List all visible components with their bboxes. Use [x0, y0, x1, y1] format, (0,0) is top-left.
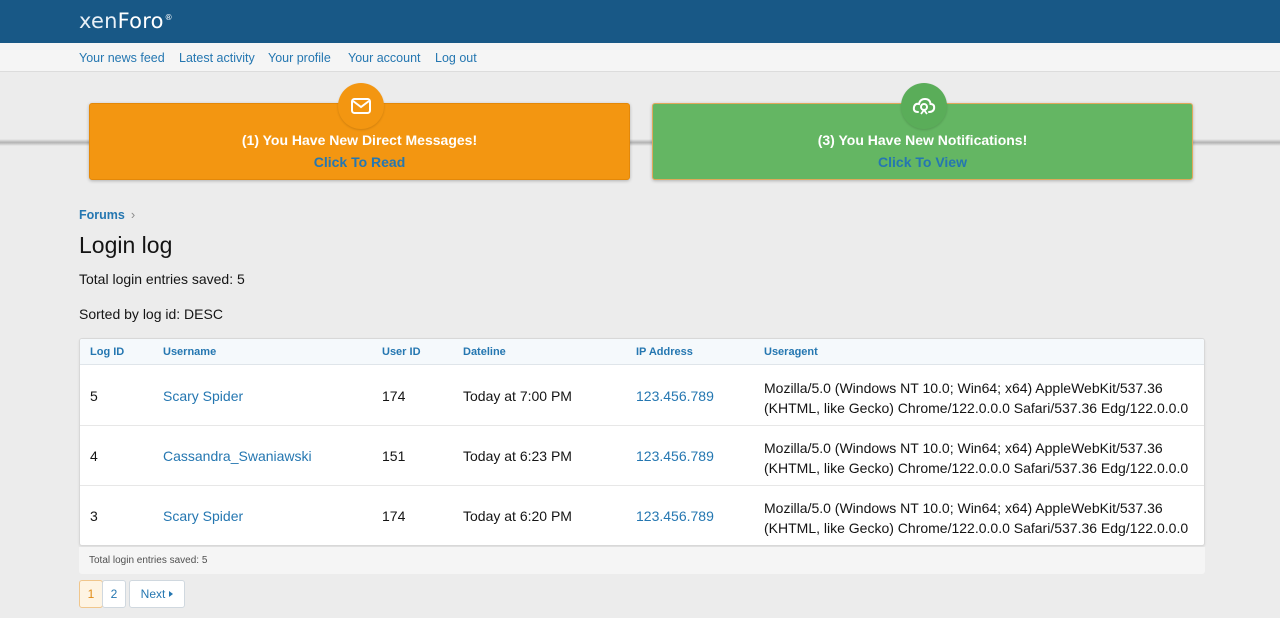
dateline-cell: Today at 6:23 PM: [463, 448, 572, 464]
direct-messages-notice[interactable]: (1) You Have New Direct Messages! Click …: [89, 83, 630, 180]
dateline-cell: Today at 7:00 PM: [463, 388, 572, 404]
ip-address-link[interactable]: 123.456.789: [636, 448, 714, 464]
useragent-cell: Mozilla/5.0 (Windows NT 10.0; Win64; x64…: [764, 498, 1194, 538]
table-row: 3 Scary Spider 174 Today at 6:20 PM 123.…: [80, 486, 1204, 545]
page-button-1[interactable]: 1: [79, 580, 103, 608]
useragent-line-2: (KHTML, like Gecko) Chrome/122.0.0.0 Saf…: [764, 400, 1189, 416]
notifications-notice[interactable]: (3) You Have New Notifications! Click To…: [652, 83, 1193, 180]
nav-your-profile[interactable]: Your profile: [268, 51, 331, 65]
cloud-badge-icon: [901, 83, 947, 129]
header-username[interactable]: Username: [163, 346, 217, 358]
log-id-cell: 4: [90, 448, 98, 464]
breadcrumb[interactable]: Forums ›: [79, 207, 135, 222]
page-title: Login log: [79, 232, 173, 258]
page-button-2[interactable]: 2: [102, 580, 126, 608]
logo-prefix: xen: [79, 9, 118, 33]
useragent-cell: Mozilla/5.0 (Windows NT 10.0; Win64; x64…: [764, 438, 1194, 478]
sort-order-text: Sorted by log id: DESC: [79, 306, 223, 322]
header-log-id[interactable]: Log ID: [90, 346, 125, 358]
nav-news-feed[interactable]: Your news feed: [79, 51, 165, 65]
ip-address-link[interactable]: 123.456.789: [636, 508, 714, 524]
table-footer-total: Total login entries saved: 5: [89, 555, 208, 566]
xenforo-logo[interactable]: xenForo®: [79, 9, 173, 33]
table-footer: Total login entries saved: 5: [79, 547, 1205, 574]
header-useragent[interactable]: Useragent: [764, 346, 818, 358]
username-link[interactable]: Scary Spider: [163, 508, 244, 524]
site-header: xenForo®: [0, 0, 1280, 43]
log-id-cell: 5: [90, 388, 98, 404]
dateline-cell: Today at 6:20 PM: [463, 508, 572, 524]
useragent-line-2: (KHTML, like Gecko) Chrome/122.0.0.0 Saf…: [764, 460, 1189, 476]
notifications-click-to-view[interactable]: Click To View: [878, 154, 967, 170]
useragent-line-1: Mozilla/5.0 (Windows NT 10.0; Win64; x64…: [764, 380, 1163, 396]
account-navbar: Your news feed Latest activity Your prof…: [0, 43, 1280, 72]
table-row: 4 Cassandra_Swaniawski 151 Today at 6:23…: [80, 426, 1204, 486]
useragent-line-1: Mozilla/5.0 (Windows NT 10.0; Win64; x64…: [764, 500, 1163, 516]
nav-latest-activity[interactable]: Latest activity: [179, 51, 255, 65]
useragent-line-2: (KHTML, like Gecko) Chrome/122.0.0.0 Saf…: [764, 520, 1189, 536]
login-log-table: Log ID Username User ID Dateline IP Addr…: [79, 338, 1205, 546]
next-page-label: Next: [140, 587, 166, 601]
nav-log-out[interactable]: Log out: [435, 51, 477, 65]
table-row: 5 Scary Spider 174 Today at 7:00 PM 123.…: [80, 366, 1204, 426]
log-id-cell: 3: [90, 508, 98, 524]
notice-divider-stripe: [0, 139, 1280, 146]
table-header: Log ID Username User ID Dateline IP Addr…: [80, 339, 1204, 365]
caret-right-icon: [169, 591, 174, 597]
envelope-icon: [338, 83, 384, 129]
header-dateline[interactable]: Dateline: [463, 346, 506, 358]
messages-click-to-read[interactable]: Click To Read: [313, 154, 406, 170]
ip-address-link[interactable]: 123.456.789: [636, 388, 714, 404]
useragent-cell: Mozilla/5.0 (Windows NT 10.0; Win64; x64…: [764, 378, 1194, 418]
header-user-id[interactable]: User ID: [382, 346, 421, 358]
total-entries-text: Total login entries saved: 5: [79, 271, 245, 287]
nav-your-account[interactable]: Your account: [348, 51, 421, 65]
username-link[interactable]: Cassandra_Swaniawski: [163, 448, 312, 464]
useragent-line-1: Mozilla/5.0 (Windows NT 10.0; Win64; x64…: [764, 440, 1163, 456]
logo-registered-mark: ®: [164, 13, 173, 22]
username-link[interactable]: Scary Spider: [163, 388, 244, 404]
user-id-cell: 174: [382, 388, 406, 404]
messages-notice-title: (1) You Have New Direct Messages!: [241, 132, 478, 148]
user-id-cell: 151: [382, 448, 406, 464]
breadcrumb-forums[interactable]: Forums: [79, 208, 125, 222]
user-id-cell: 174: [382, 508, 406, 524]
chevron-right-icon: ›: [130, 207, 136, 222]
header-ip-address[interactable]: IP Address: [636, 346, 693, 358]
next-page-button[interactable]: Next: [129, 580, 185, 608]
logo-suffix: Foro: [117, 9, 164, 33]
notifications-notice-title: (3) You Have New Notifications!: [817, 132, 1028, 148]
